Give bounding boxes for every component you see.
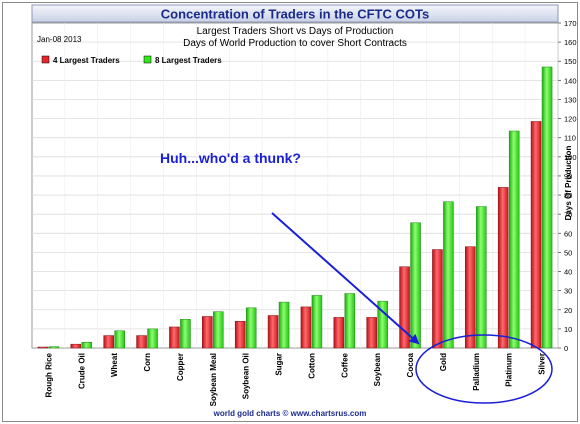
y-tick-label: 10: [564, 325, 572, 334]
chart-subtitle-1: Largest Traders Short vs Days of Product…: [197, 26, 394, 37]
bar-4-largest-wheat: [103, 335, 114, 349]
x-tick-label: Soybean Meal: [209, 353, 218, 406]
y-tick-label: 40: [564, 268, 572, 277]
y-tick-label: 60: [564, 229, 572, 238]
bar-4-largest-silver: [530, 121, 542, 349]
chart-footer: world gold charts © www.chartsrus.com: [213, 409, 367, 418]
bar-4-largest-soybean-meal: [202, 316, 213, 349]
bar-4-largest-sugar: [267, 315, 279, 349]
bar-8-largest-corn: [147, 328, 158, 349]
x-tick-label: Corn: [143, 353, 152, 372]
title-banner: [31, 4, 559, 23]
bar-8-largest-palladium: [476, 206, 487, 349]
y-tick-label: 50: [564, 248, 572, 257]
bar-8-largest-soybean: [377, 300, 388, 349]
bar-4-largest-crude-oil: [70, 343, 82, 349]
x-tick-label: Platinum: [505, 353, 514, 387]
bar-8-largest-wheat: [114, 330, 125, 349]
y-axis: 0 10 20 30 40 50 60 70 80 90 100 110 120 130 140 150 160…: [558, 19, 577, 353]
date-label: Jan-08 2013: [37, 35, 82, 44]
bar-8-largest-copper: [180, 319, 191, 349]
bars-group: [37, 66, 553, 349]
bar-4-largest-cotton: [300, 306, 312, 349]
x-axis-labels: Rough Rice Crude Oil Wheat Corn Copper Soybea…: [44, 352, 546, 406]
annotation-arrow: [271, 212, 420, 345]
legend-label-4-largest: 4 Largest Traders: [53, 56, 120, 65]
bar-4-largest-platinum: [497, 187, 509, 349]
legend-swatch-8-largest: [143, 55, 152, 64]
chart-subtitle-2: Days of World Production to cover Short …: [183, 38, 407, 49]
x-tick-label: Palladium: [472, 353, 481, 391]
y-tick-label: 170: [564, 19, 577, 28]
y-tick-label: 160: [564, 38, 577, 47]
y-tick-label: 100: [564, 153, 577, 162]
legend: 4 Largest Traders 8 Largest Traders: [41, 55, 222, 65]
bar-4-largest-palladium: [465, 246, 476, 349]
y-tick-label: 0: [564, 344, 568, 353]
annotation-text: Huh...who'd a thunk?: [160, 150, 301, 166]
x-tick-label: Cocoa: [406, 352, 415, 377]
x-tick-label: Wheat: [110, 353, 119, 377]
bar-4-largest-corn: [136, 335, 147, 349]
y-tick-label: 70: [564, 210, 572, 219]
bar-4-largest-soybean-oil: [234, 320, 246, 349]
bar-8-largest-sugar: [278, 301, 290, 349]
annotation-ellipse: [415, 334, 553, 404]
bar-8-largest-platinum: [508, 130, 520, 349]
x-tick-label: Crude Oil: [77, 353, 86, 389]
bar-4-largest-gold: [432, 249, 443, 349]
x-tick-label: Silver: [538, 353, 547, 375]
bar-8-largest-soybean-meal: [213, 311, 224, 349]
x-tick-label: Sugar: [275, 353, 284, 376]
bar-8-largest-rough-rice: [48, 346, 60, 349]
bar-8-largest-crude-oil: [81, 342, 93, 349]
legend-label-8-largest: 8 Largest Traders: [155, 56, 222, 65]
bar-4-largest-cocoa: [399, 266, 410, 349]
y-tick-label: 110: [564, 134, 576, 143]
y-tick-label: 20: [564, 306, 572, 315]
x-tick-label: Soybean: [373, 353, 382, 386]
bar-4-largest-rough-rice: [37, 346, 49, 349]
y-tick-label: 140: [564, 76, 577, 85]
bar-8-largest-gold: [443, 201, 454, 349]
chart-title: Concentration of Traders in the CFTC COT…: [161, 7, 429, 22]
bar-8-largest-cocoa: [410, 222, 421, 349]
x-tick-label: Rough Rice: [44, 352, 53, 397]
y-tick-label: 130: [564, 95, 577, 104]
y-axis-title: Days Of Production: [564, 146, 573, 221]
legend-swatch-4-largest: [41, 55, 50, 64]
x-tick-label: Cotton: [307, 353, 316, 379]
bar-8-largest-soybean-oil: [245, 307, 257, 349]
bar-8-largest-cotton: [311, 295, 323, 349]
bar-8-largest-silver: [541, 66, 553, 349]
y-tick-label: 80: [564, 191, 572, 200]
x-tick-label: Gold: [439, 353, 448, 371]
x-tick-label: Coffee: [340, 352, 349, 377]
bar-4-largest-copper: [169, 326, 180, 349]
x-tick-label: Soybean Oil: [242, 353, 251, 399]
bar-8-largest-coffee: [344, 293, 356, 349]
y-tick-label: 150: [564, 57, 577, 66]
y-tick-label: 120: [564, 115, 577, 124]
y-tick-label: 30: [564, 287, 572, 296]
x-tick-label: Copper: [176, 353, 185, 381]
bar-4-largest-coffee: [333, 317, 345, 349]
y-tick-label: 90: [564, 172, 572, 181]
bar-4-largest-soybean: [366, 317, 377, 349]
